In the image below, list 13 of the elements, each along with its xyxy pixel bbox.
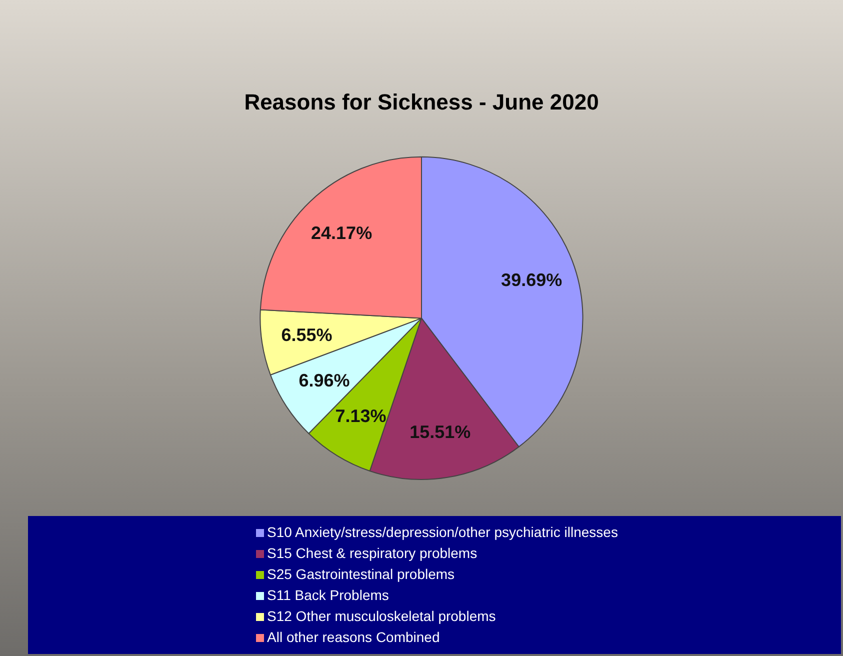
legend-label: S10 Anxiety/stress/depression/other psychiatric illnesses [266, 523, 619, 542]
legend-label: S15 Chest & respiratory problems [266, 544, 478, 563]
data-label: 6.96% [298, 370, 350, 391]
legend-label: S11 Back Problems [266, 586, 390, 605]
data-label: 39.69% [501, 270, 562, 290]
data-label: 6.55% [281, 324, 332, 345]
legend-label: All other reasons Combined [266, 628, 441, 647]
chart-title: Reasons for Sickness - June 2020 [244, 89, 599, 114]
legend-label: S12 Other musculoskeletal problems [266, 607, 497, 626]
legend-label: S25 Gastrointestinal problems [266, 565, 456, 584]
data-label: 24.17% [311, 222, 372, 243]
data-label: 7.13% [335, 406, 386, 426]
data-label: 15.51% [410, 422, 471, 442]
